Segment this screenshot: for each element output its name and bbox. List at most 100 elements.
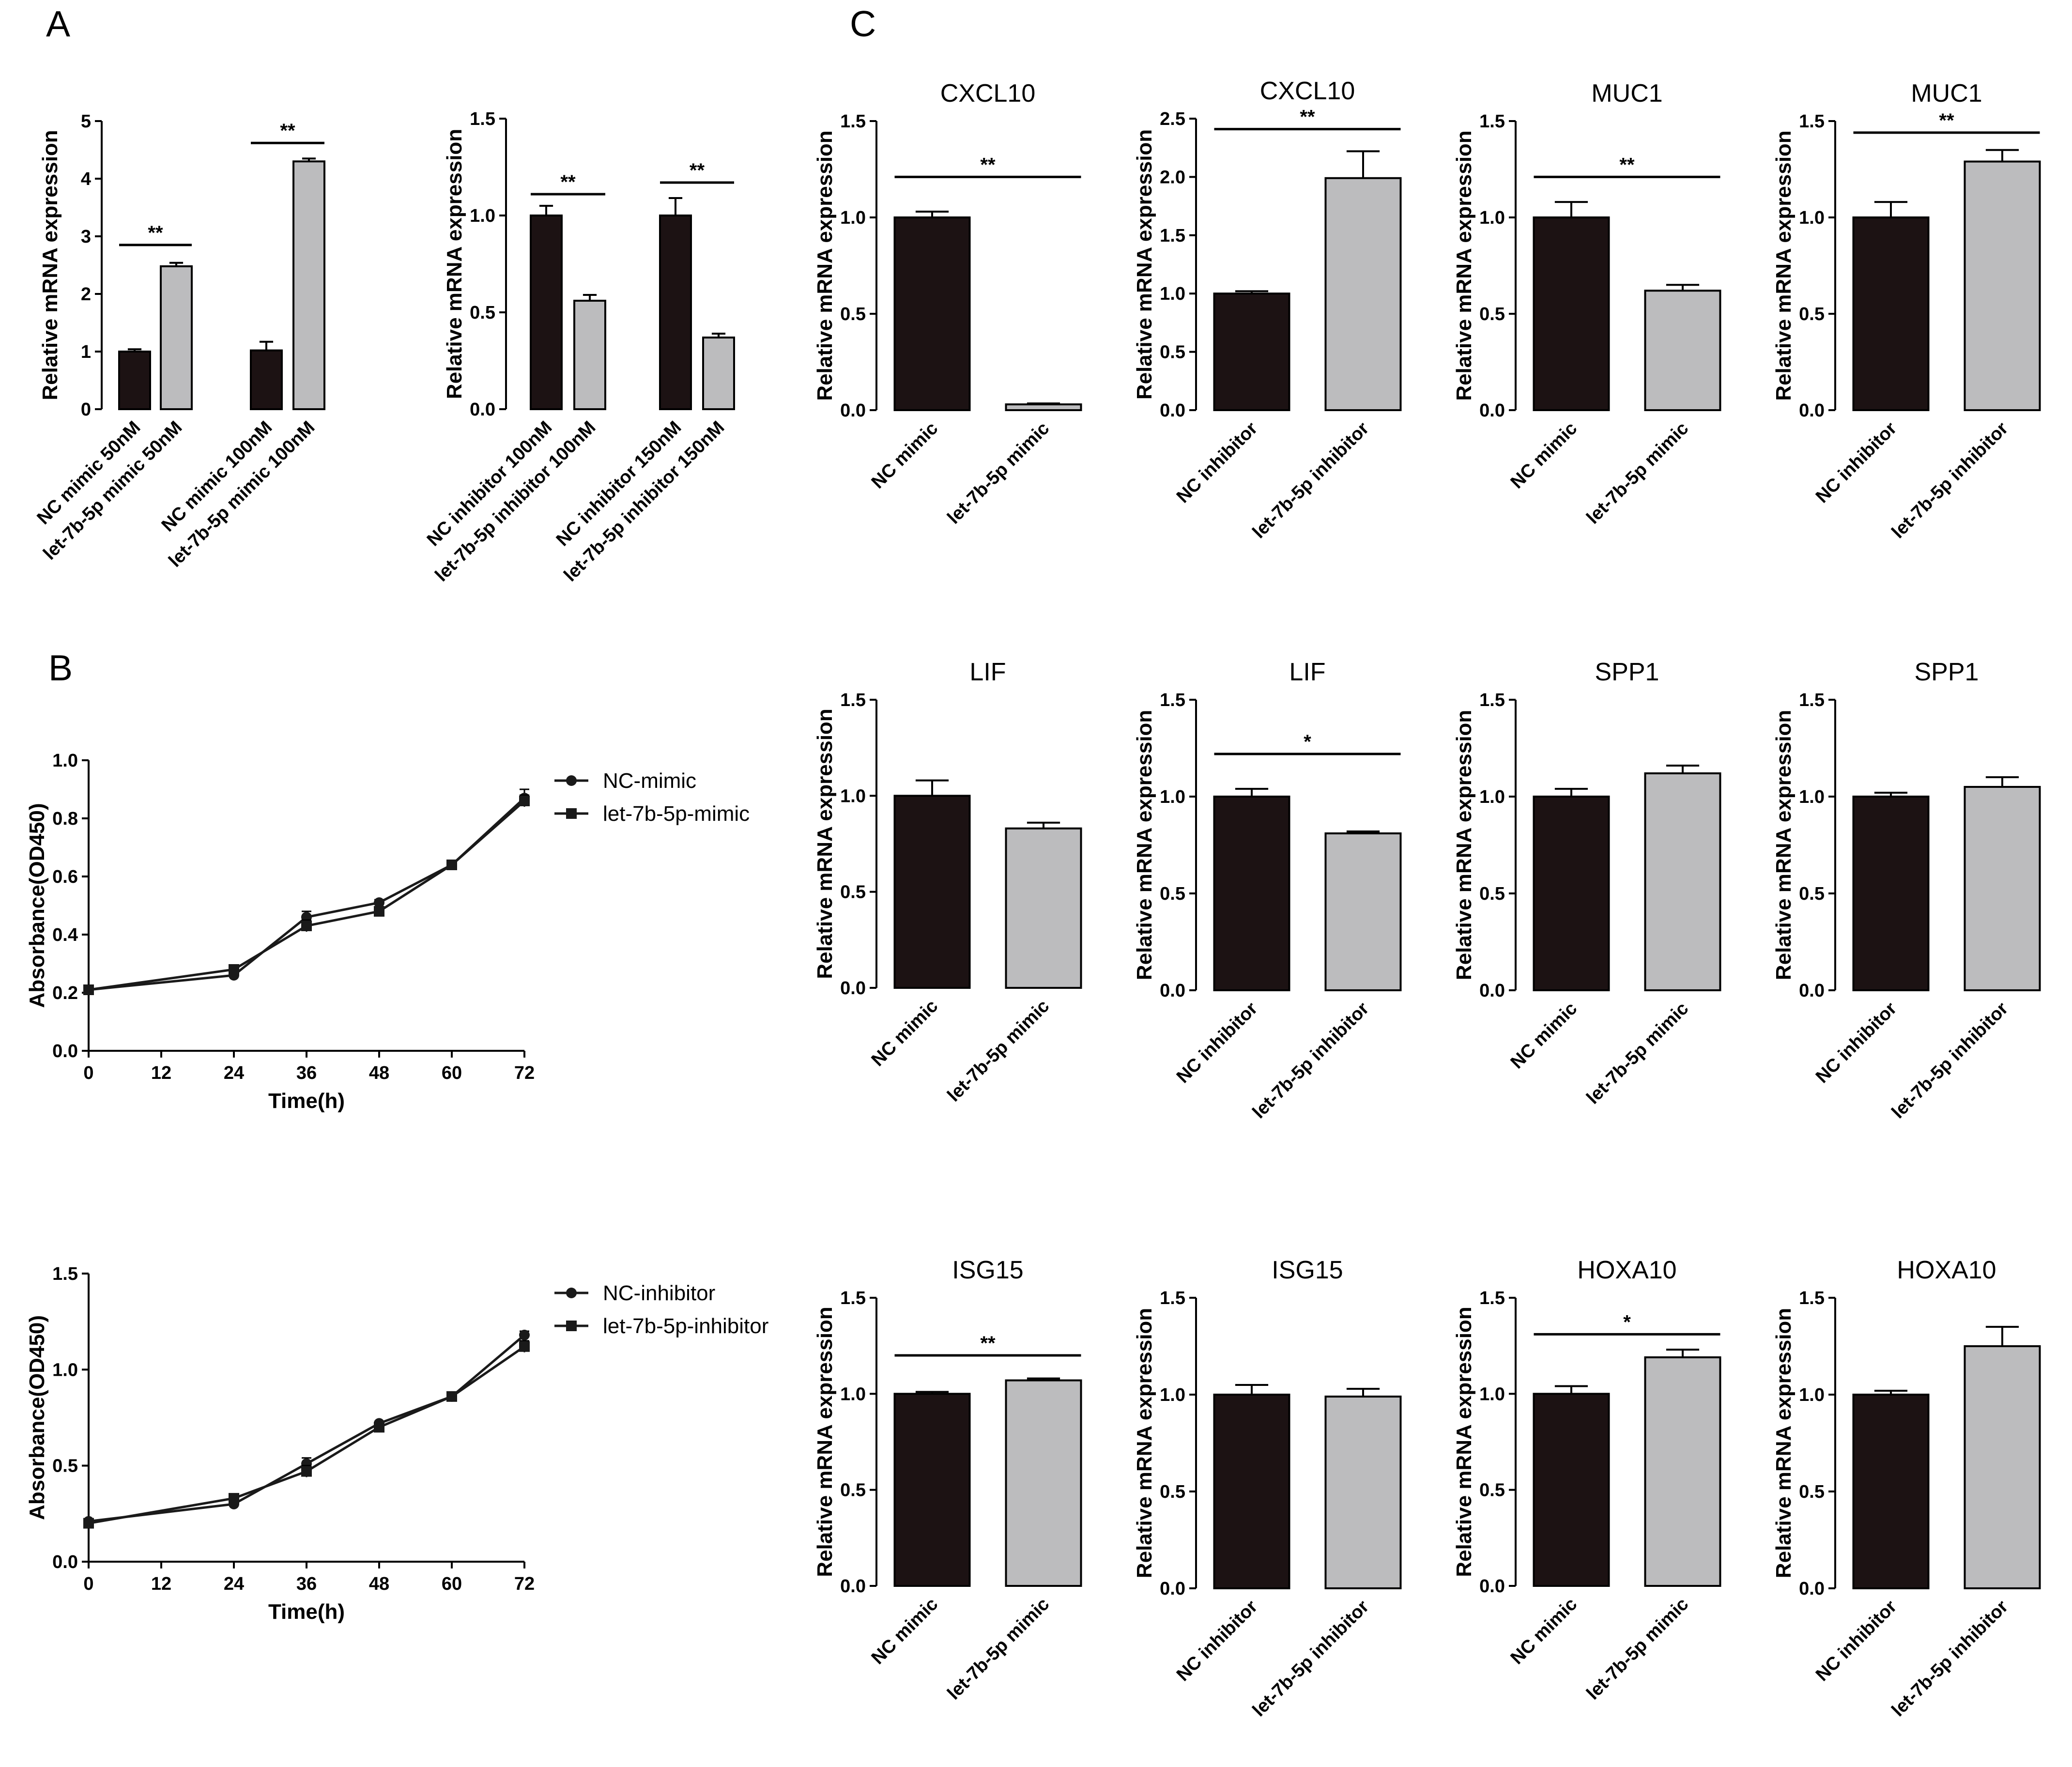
significance-label: **	[980, 154, 996, 175]
legend-label: let-7b-5p-inhibitor	[603, 1314, 768, 1338]
x-category-label: NC mimic	[868, 996, 942, 1071]
y-tick-label: 0.5	[1160, 884, 1185, 904]
bar	[1964, 160, 2041, 411]
series-line	[88, 800, 525, 991]
series-line	[88, 797, 525, 991]
y-axis-title: Relative mRNA expression	[1133, 1308, 1156, 1578]
data-point	[301, 1466, 312, 1477]
x-category-label: let-7b-5p inhibitor	[1249, 999, 1373, 1123]
bar	[1964, 786, 2041, 991]
y-tick-label: 1.5	[1479, 690, 1505, 710]
y-tick-label: 0.0	[1160, 400, 1185, 421]
chart-title: CXCL10	[940, 79, 1036, 108]
significance-label: **	[690, 160, 705, 181]
y-tick-label: 1.0	[1799, 208, 1825, 228]
y-axis-title: Relative mRNA expression	[1452, 130, 1476, 400]
data-point	[519, 1341, 530, 1352]
bar	[1533, 216, 1610, 411]
x-category-label: let-7b-5p mimic	[1583, 1594, 1693, 1704]
panel-letter-b: B	[48, 647, 73, 688]
x-category-label: NC mimic	[868, 1594, 942, 1669]
x-category-label: NC inhibitor	[1173, 1597, 1262, 1686]
y-tick-label: 0.5	[52, 1456, 78, 1476]
bar	[1324, 177, 1402, 411]
y-tick-label: 0.2	[52, 983, 78, 1003]
x-tick-label: 0	[83, 1574, 93, 1594]
y-tick-label: 1	[81, 342, 91, 362]
series-line	[88, 1334, 525, 1523]
y-tick-label: 0.8	[52, 809, 78, 829]
y-tick-label: 1.0	[840, 786, 866, 806]
chart-b2: 0.0 0.5 1.0 1.5 Absorbance(OD450) 0 12 24 36 48 60…	[25, 1264, 768, 1624]
y-tick-label: 0.5	[1160, 342, 1185, 363]
y-tick-label: 1.5	[1799, 690, 1825, 710]
y-axis-title: Relative mRNA expression	[1772, 1308, 1796, 1578]
y-axis-title: Relative mRNA expression	[38, 130, 62, 400]
significance-label: *	[1304, 731, 1311, 753]
y-axis-title: Absorbance(OD450)	[25, 1315, 49, 1520]
x-tick-label: 12	[151, 1063, 171, 1083]
y-tick-label: 0.0	[52, 1552, 78, 1572]
x-tick-label: 24	[224, 1063, 244, 1083]
y-tick-label: 1.5	[1160, 1288, 1185, 1308]
y-tick-label: 0.0	[840, 978, 866, 999]
x-category-label: let-7b-5p inhibitor	[1888, 1597, 2012, 1721]
significance-label: **	[1300, 107, 1315, 128]
y-tick-label: 0.5	[840, 882, 866, 903]
bar	[118, 351, 151, 410]
data-point	[229, 964, 239, 975]
data-point	[229, 1493, 239, 1504]
y-tick-label: 1.5	[1160, 226, 1185, 246]
y-tick-label: 1.0	[1479, 208, 1505, 228]
significance-label: **	[280, 120, 295, 141]
data-point	[446, 860, 457, 870]
x-category-label: NC inhibitor	[1812, 999, 1901, 1088]
bar	[1005, 827, 1082, 989]
y-tick-label: 0.0	[1479, 1576, 1505, 1597]
bar	[1644, 772, 1721, 991]
bar	[1852, 216, 1930, 411]
y-axis-title: Relative mRNA expression	[1133, 710, 1156, 980]
y-tick-label: 1.0	[840, 1384, 866, 1404]
chart-title: MUC1	[1911, 79, 1982, 108]
y-tick-label: 1.0	[1160, 1385, 1185, 1405]
y-tick-label: 1.5	[1479, 1288, 1505, 1308]
bar	[1213, 292, 1290, 412]
chart-title: HOXA10	[1577, 1256, 1676, 1284]
legend-label: NC-mimic	[603, 769, 696, 793]
y-tick-label: 0.5	[840, 1480, 866, 1501]
series-line	[88, 1345, 525, 1525]
y-tick-label: 0.0	[1160, 981, 1185, 1001]
y-tick-label: 1.5	[840, 690, 866, 710]
chart-title: MUC1	[1591, 79, 1662, 108]
significance-label: **	[560, 171, 576, 193]
bar	[250, 349, 283, 410]
bar	[292, 160, 325, 410]
x-category-label: let-7b-5p mimic	[1583, 999, 1693, 1108]
y-tick-label: 1.5	[840, 111, 866, 132]
y-tick-label: 0.6	[52, 867, 78, 887]
data-point	[83, 984, 94, 995]
chart-title: ISG15	[952, 1256, 1023, 1284]
data-point	[446, 1391, 457, 1402]
x-tick-label: 24	[224, 1574, 244, 1594]
y-tick-label: 1.0	[1799, 1385, 1825, 1405]
x-tick-label: 48	[369, 1063, 389, 1083]
y-tick-label: 0.5	[1799, 304, 1825, 324]
significance-label: **	[1939, 110, 1954, 131]
x-category-label: NC inhibitor	[1812, 1597, 1901, 1686]
bar	[1644, 1356, 1721, 1587]
y-tick-label: 0.5	[1479, 884, 1505, 904]
y-tick-label: 0.0	[1799, 981, 1825, 1001]
x-axis-title: Time(h)	[268, 1600, 345, 1624]
y-tick-label: 0.5	[1160, 1482, 1185, 1502]
bar	[530, 215, 563, 410]
y-tick-label: 0.5	[1799, 884, 1825, 904]
chart-title: CXCL10	[1260, 77, 1355, 105]
y-tick-label: 1.0	[1479, 1384, 1505, 1404]
